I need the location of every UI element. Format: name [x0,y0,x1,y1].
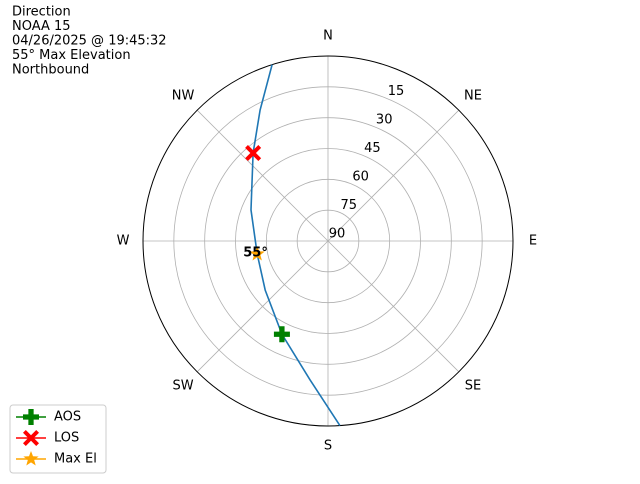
r-tick-label: 45 [364,141,381,156]
theta-tick-label: S [324,439,332,454]
title-line: Northbound [12,63,89,78]
theta-tick-label: SE [465,378,481,393]
r-tick-label: 60 [352,170,369,185]
legend-label: AOS [54,410,81,425]
outer-circle [142,55,514,427]
marker [249,246,265,261]
title-line: 04/26/2025 @ 19:45:32 [12,34,167,49]
r-tick-label: 75 [341,198,358,213]
title-line: NOAA 15 [12,19,71,34]
legend-marker [23,451,39,466]
marker [273,326,290,343]
theta-tick-label: NW [172,89,195,104]
title-line: 55° Max Elevation [12,48,131,63]
theta-tick-label: E [529,234,537,249]
legend: AOS LOS Max El [9,404,107,474]
legend-marker [23,430,39,446]
r-tick-label: 90 [329,227,346,242]
theta-tick-label: NE [464,89,482,104]
grid-spoke [327,240,460,373]
legend-box [9,404,107,474]
theta-tick-label: SW [172,378,193,393]
legend-label: LOS [54,431,79,446]
grid-spoke [327,109,460,242]
title-line: Direction [12,5,71,20]
legend-marker [23,409,39,425]
marker [245,145,262,162]
theta-tick-label: N [323,29,333,44]
r-tick-label: 15 [388,84,405,99]
max-el-annotation: 55° [243,245,268,260]
legend-label: Max El [54,452,97,467]
theta-tick-label: W [117,234,130,249]
grid-spoke [196,240,329,373]
grid-spoke [196,109,329,242]
r-tick-label: 30 [376,113,393,128]
